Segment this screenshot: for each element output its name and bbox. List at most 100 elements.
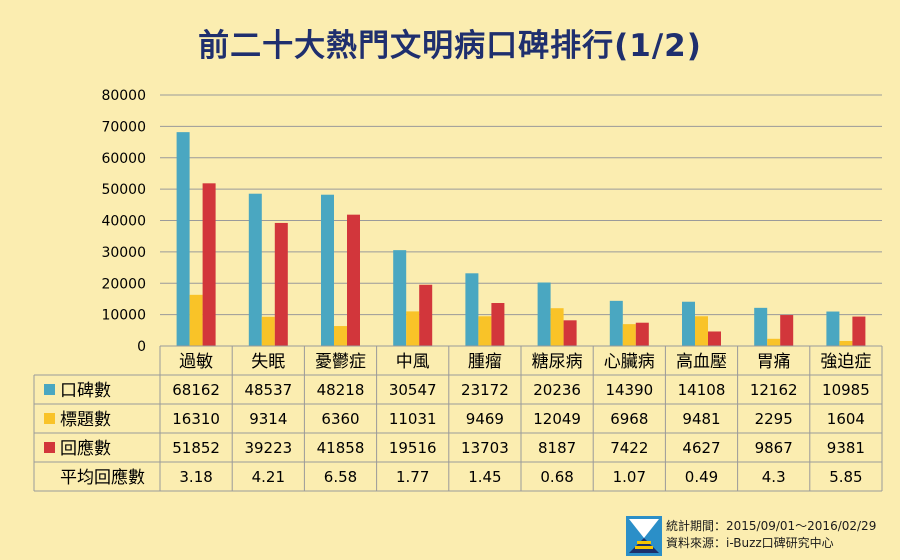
- x-tick-label: 強迫症: [820, 352, 871, 372]
- ibuzz-logo-icon: [626, 516, 662, 556]
- data-label: 9469: [466, 410, 504, 428]
- data-source: 資料來源：i-Buzz口碑研究中心: [666, 536, 834, 550]
- data-label: 19516: [389, 439, 437, 457]
- data-label: 14108: [678, 381, 726, 399]
- data-label: 6.58: [324, 468, 357, 486]
- y-tick-label: 80000: [101, 88, 146, 104]
- bar: [852, 316, 866, 346]
- y-tick-label: 70000: [101, 119, 146, 135]
- data-label: 1.07: [613, 468, 646, 486]
- x-tick-label: 憂鬱症: [315, 352, 366, 372]
- data-label: 9314: [249, 410, 287, 428]
- bar: [780, 315, 794, 346]
- footer: 統計期間：2015/09/01～2016/02/29 資料來源：i-Buzz口碑…: [626, 516, 896, 556]
- bar: [708, 331, 721, 346]
- bar: [767, 338, 781, 346]
- data-label: 11031: [389, 410, 437, 428]
- bar: [550, 308, 564, 346]
- data-label: 41858: [317, 439, 365, 457]
- data-label: 4627: [682, 439, 720, 457]
- data-label: 9867: [755, 439, 793, 457]
- data-label: 68162: [172, 381, 220, 399]
- x-tick-label: 高血壓: [676, 352, 727, 372]
- stat-period: 統計期間：2015/09/01～2016/02/29: [666, 519, 877, 533]
- data-label: 5.85: [829, 468, 862, 486]
- data-label: 23172: [461, 381, 509, 399]
- data-label: 0.49: [685, 468, 718, 486]
- legend-swatch: [44, 442, 55, 453]
- data-label: 1604: [827, 410, 865, 428]
- y-tick-label: 40000: [101, 214, 146, 230]
- bar: [695, 316, 708, 346]
- data-label: 1.45: [468, 468, 501, 486]
- data-label: 20236: [533, 381, 581, 399]
- bar: [635, 322, 649, 346]
- data-label: 2295: [755, 410, 793, 428]
- data-label: 6360: [321, 410, 359, 428]
- data-label: 39223: [244, 439, 292, 457]
- x-tick-label: 腫瘤: [468, 352, 502, 372]
- y-tick-label: 60000: [101, 151, 146, 167]
- data-label: 51852: [172, 439, 220, 457]
- bar: [176, 132, 190, 346]
- data-label: 7422: [610, 439, 648, 457]
- data-label: 3.18: [179, 468, 212, 486]
- bar: [261, 316, 275, 346]
- data-label: 4.3: [762, 468, 786, 486]
- legend-label: 回應數: [60, 438, 111, 459]
- bar: [202, 183, 216, 346]
- row-header: 平均回應數: [60, 467, 145, 488]
- data-label: 48537: [244, 381, 292, 399]
- y-tick-label: 10000: [101, 308, 146, 324]
- bar: [419, 284, 433, 346]
- chart-title: 前二十大熱門文明病口碑排行(1/2): [198, 28, 702, 64]
- bar: [248, 193, 262, 346]
- bar: [465, 273, 479, 346]
- bar: [622, 324, 636, 346]
- legend-swatch: [44, 413, 55, 424]
- bar: [334, 326, 347, 346]
- bar: [406, 311, 420, 346]
- bar: [563, 320, 577, 346]
- data-label: 1.77: [396, 468, 429, 486]
- data-label: 4.21: [252, 468, 285, 486]
- x-tick-label: 胃痛: [757, 352, 791, 372]
- x-tick-label: 糖尿病: [532, 352, 583, 372]
- bar: [478, 316, 492, 346]
- y-tick-label: 0: [137, 339, 146, 355]
- bar: [682, 301, 695, 346]
- bar: [839, 340, 853, 346]
- legend-swatch: [44, 384, 55, 395]
- data-label: 13703: [461, 439, 509, 457]
- y-tick-label: 50000: [101, 182, 146, 198]
- bar: [347, 214, 360, 346]
- bar: [321, 194, 334, 346]
- x-tick-label: 心臟病: [604, 352, 655, 372]
- bar: [491, 303, 505, 346]
- bar: [393, 250, 407, 346]
- legend-label: 標題數: [60, 410, 111, 430]
- bar: [826, 311, 840, 346]
- data-label: 12162: [750, 381, 798, 399]
- bar: [274, 222, 288, 346]
- data-label: 0.68: [540, 468, 573, 486]
- data-label: 14390: [605, 381, 653, 399]
- data-label: 48218: [317, 381, 365, 399]
- data-label: 9481: [682, 410, 720, 428]
- x-tick-label: 失眠: [251, 352, 285, 372]
- y-tick-label: 30000: [101, 245, 146, 261]
- bar: [609, 300, 623, 346]
- data-label: 9381: [827, 439, 865, 457]
- data-label: 10985: [822, 381, 870, 399]
- data-label: 6968: [610, 410, 648, 428]
- data-label: 8187: [538, 439, 576, 457]
- data-label: 12049: [533, 410, 581, 428]
- x-tick-label: 中風: [396, 352, 430, 372]
- bar: [537, 282, 551, 346]
- bar: [189, 294, 203, 346]
- legend-label: 口碑數: [60, 381, 111, 401]
- data-label: 30547: [389, 381, 437, 399]
- data-label: 16310: [172, 410, 220, 428]
- x-tick-label: 過敏: [179, 352, 213, 372]
